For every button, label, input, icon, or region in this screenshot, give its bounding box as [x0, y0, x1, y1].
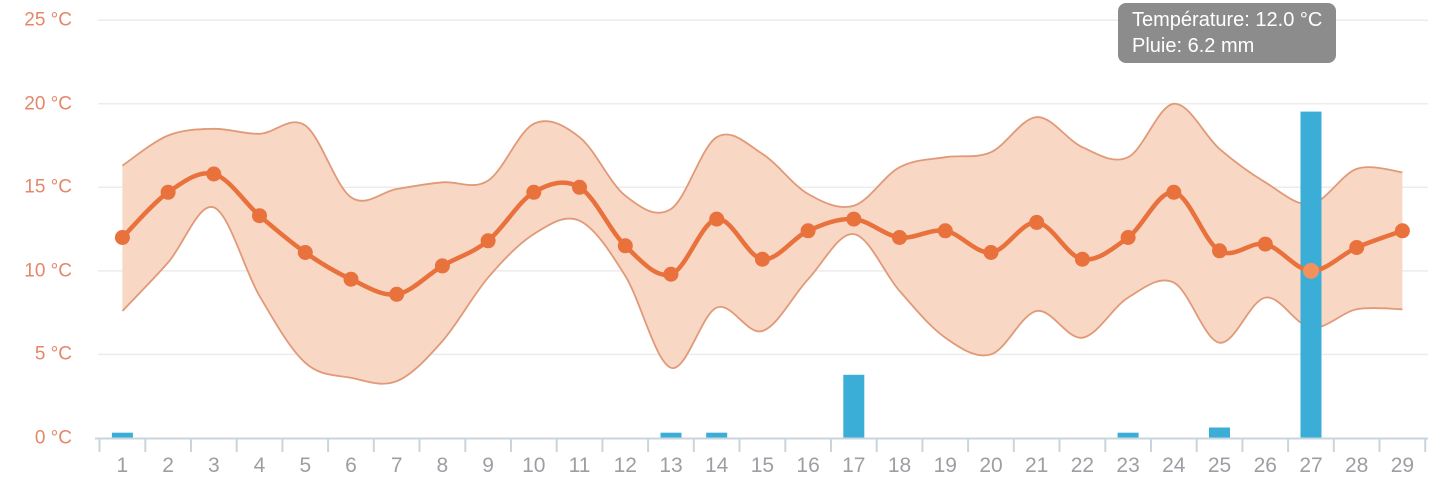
x-axis-label-3: 3: [207, 454, 220, 477]
x-axis-label-18: 18: [887, 454, 912, 477]
temperature-point-day-17[interactable]: [846, 211, 862, 227]
x-axis-label-4: 4: [253, 454, 266, 477]
x-axis-label-16: 16: [796, 454, 820, 477]
x-axis-label-26: 26: [1253, 454, 1277, 477]
temperature-point-day-13[interactable]: [663, 266, 679, 282]
temperature-point-day-7[interactable]: [389, 286, 405, 302]
x-axis-label-7: 7: [390, 454, 403, 477]
temperature-point-day-9[interactable]: [480, 233, 496, 249]
temperature-point-day-20[interactable]: [983, 245, 999, 260]
x-axis-label-11: 11: [568, 454, 591, 477]
temperature-point-day-28[interactable]: [1349, 240, 1365, 255]
temperature-point-day-23[interactable]: [1120, 230, 1136, 245]
temperature-band: [122, 103, 1403, 384]
temperature-point-day-25[interactable]: [1212, 243, 1227, 259]
rain-bar-day-1[interactable]: [111, 432, 133, 438]
x-axis-label-6: 6: [345, 454, 357, 477]
x-axis-label-2: 2: [162, 454, 174, 477]
x-axis-label-5: 5: [299, 454, 312, 477]
temperature-point-highlighted-day-27[interactable]: [1303, 262, 1319, 279]
temperature-point-day-3[interactable]: [206, 166, 222, 182]
x-axis-label-20: 20: [979, 454, 1003, 477]
temperature-point-day-29[interactable]: [1394, 223, 1410, 239]
temperature-point-day-21[interactable]: [1029, 214, 1045, 230]
x-axis-label-24: 24: [1162, 454, 1186, 477]
y-axis-label-20: 20 °C: [24, 93, 72, 115]
x-axis-label-22: 22: [1070, 454, 1095, 477]
x-axis-label-12: 12: [613, 454, 637, 477]
x-axis-label-9: 9: [482, 454, 494, 477]
x-axis-label-15: 15: [750, 454, 775, 477]
x-axis-label-29: 29: [1390, 454, 1415, 477]
temperature-point-day-15[interactable]: [754, 251, 770, 267]
y-axis-label-0: 0 °C: [34, 427, 72, 449]
temperature-point-day-14[interactable]: [709, 211, 725, 227]
temperature-point-day-26[interactable]: [1257, 236, 1273, 252]
x-axis-label-19: 19: [933, 454, 957, 477]
temperature-point-day-8[interactable]: [434, 258, 450, 274]
temperature-point-day-22[interactable]: [1074, 251, 1090, 267]
x-axis-label-17: 17: [842, 454, 866, 477]
y-axis-label-10: 10 °C: [24, 260, 72, 282]
band-upper-edge: [121, 102, 1403, 214]
temperature-point-day-18[interactable]: [892, 230, 907, 245]
y-axis-label-15: 15 °C: [24, 176, 72, 198]
rain-bar-day-25[interactable]: [1209, 427, 1230, 439]
x-axis-label-10: 10: [522, 454, 546, 477]
rain-bar-day-23[interactable]: [1117, 432, 1139, 438]
x-axis-label-25: 25: [1207, 454, 1232, 477]
temperature-point-day-6[interactable]: [343, 271, 359, 287]
temperature-point-day-19[interactable]: [937, 223, 953, 239]
temperature-point-day-1[interactable]: [114, 230, 130, 245]
x-axis-label-1: 1: [116, 454, 129, 477]
temperature-point-day-24[interactable]: [1166, 184, 1182, 200]
hover-tooltip: Température: 12.0 °C Pluie: 6.2 mm: [1118, 3, 1337, 63]
temperature-point-day-10[interactable]: [526, 184, 542, 200]
x-axis-label-21: 21: [1025, 454, 1049, 477]
rain-bar-day-14[interactable]: [706, 432, 728, 438]
rain-bar-day-17[interactable]: [843, 374, 865, 438]
temperature-point-day-4[interactable]: [252, 208, 267, 224]
temperature-point-day-5[interactable]: [297, 245, 313, 260]
x-axis-label-8: 8: [436, 454, 449, 477]
x-axis-label-28: 28: [1345, 454, 1369, 477]
y-axis-label-25: 25 °C: [24, 9, 72, 31]
y-axis-label-5: 5 °C: [34, 343, 72, 365]
temperature-point-day-16[interactable]: [800, 223, 816, 239]
x-axis-label-13: 13: [659, 454, 683, 477]
tooltip-temperature-line: Température: 12.0 °C: [1132, 9, 1323, 31]
rain-bar-day-13[interactable]: [660, 432, 682, 438]
temperature-point-day-2[interactable]: [160, 184, 176, 200]
tooltip-rain-line: Pluie: 6.2 mm: [1132, 35, 1255, 57]
band-lower-edge: [121, 206, 1403, 385]
temperature-point-day-12[interactable]: [617, 238, 633, 254]
x-axis-label-14: 14: [705, 454, 729, 477]
x-axis-label-27: 27: [1299, 454, 1323, 477]
x-axis-label-23: 23: [1116, 454, 1140, 477]
temperature-point-day-11[interactable]: [572, 179, 587, 195]
